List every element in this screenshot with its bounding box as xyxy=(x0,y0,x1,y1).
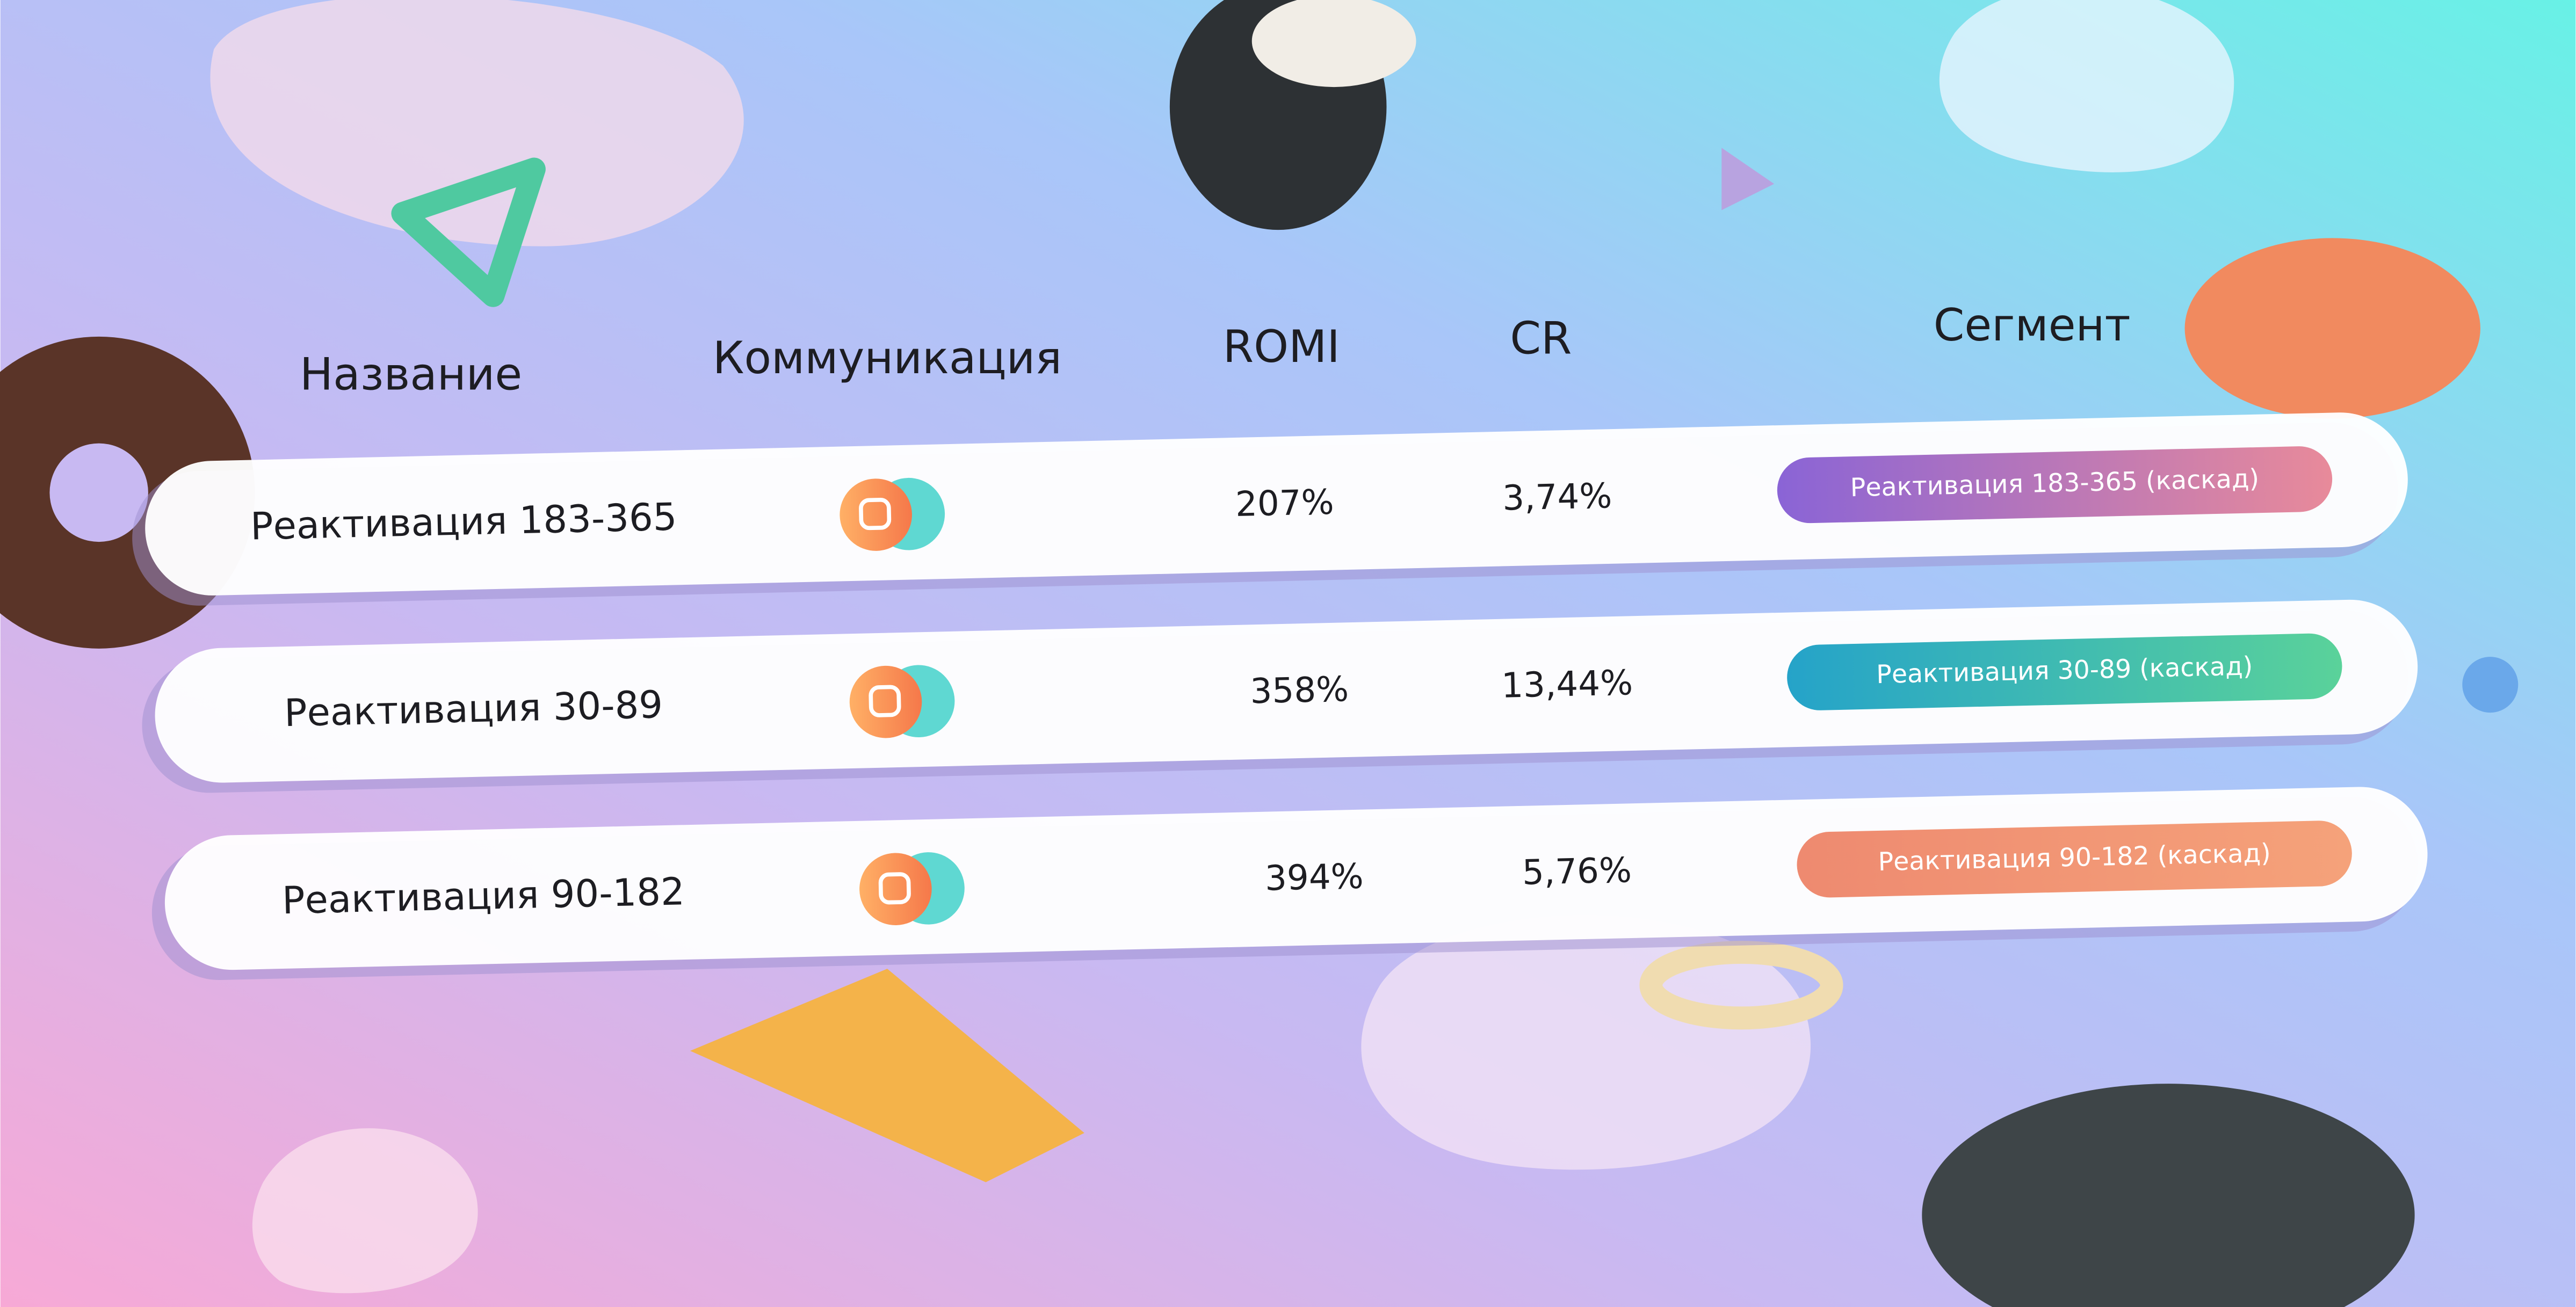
column-header: Сегмент xyxy=(1934,300,2131,351)
column-header: ROMI xyxy=(1223,321,1340,373)
cr-value: 13,44% xyxy=(1501,663,1633,706)
romi-value: 358% xyxy=(1250,669,1349,711)
cr-value: 3,74% xyxy=(1502,476,1612,519)
segment-pill xyxy=(1787,633,2342,710)
header-row: Название Коммуникация ROMI CR Сегмент xyxy=(300,300,2131,401)
icon-front xyxy=(840,478,912,551)
communication-icon xyxy=(849,665,955,738)
icon-front xyxy=(849,665,922,738)
cr-value: 5,76% xyxy=(1522,850,1632,893)
column-header: Название xyxy=(300,349,522,401)
icon-glyph xyxy=(859,498,892,531)
romi-value: 394% xyxy=(1264,856,1364,899)
table-row: Реактивация 90-182 394% 5,76% Реактивация 9… xyxy=(151,787,2428,980)
romi-value: 207% xyxy=(1235,482,1334,525)
rows: Реактивация 183-365 207% 3,74% Реактивация … xyxy=(132,412,2428,980)
table-row: Реактивация 183-365 207% 3,74% Реактивация … xyxy=(132,412,2408,606)
column-header: CR xyxy=(1510,313,1572,364)
icon-glyph xyxy=(869,685,901,717)
row-name: Реактивация 30-89 xyxy=(284,682,663,735)
row-name: Реактивация 90-182 xyxy=(281,869,685,923)
segment-pill xyxy=(1797,820,2352,898)
communication-icon xyxy=(840,477,945,551)
segment-pill xyxy=(1777,446,2333,524)
decorations xyxy=(0,0,2519,1307)
column-header: Коммуникация xyxy=(713,332,1062,384)
table-row: Реактивация 30-89 358% 13,44% Реактивация 3… xyxy=(142,599,2418,793)
communication-icon xyxy=(859,852,965,926)
icon-front xyxy=(859,853,932,926)
icon-glyph xyxy=(878,872,911,905)
row-name: Реактивация 183-365 xyxy=(250,495,677,549)
